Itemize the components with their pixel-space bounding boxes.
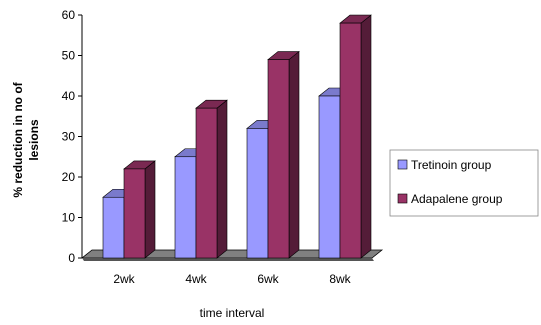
bar-adapalene-2wk (123, 160, 156, 259)
y-tick-labels: 0 10 20 30 40 50 60 (62, 8, 76, 265)
bar-side (144, 160, 156, 259)
y-tick-label: 50 (62, 49, 76, 63)
bar-side (360, 14, 372, 259)
bar-front (123, 168, 146, 259)
bar-side (288, 50, 300, 259)
bar-front (195, 107, 218, 259)
legend-box (389, 149, 539, 217)
y-tick-label: 10 (62, 211, 76, 225)
y-axis-title-line-1: % reduction in no of (11, 81, 25, 197)
bar-side (216, 99, 228, 259)
x-tick-label: 8wk (329, 272, 351, 286)
y-tick-label: 60 (62, 8, 76, 22)
x-tick-labels: 2wk 4wk 6wk 8wk (113, 272, 351, 286)
x-axis-title: time interval (200, 306, 265, 320)
legend-label-tretinoin: Tretinoin group (411, 158, 492, 172)
bars (102, 14, 372, 259)
bar-front (102, 196, 125, 259)
legend-swatch-adapalene (397, 193, 408, 204)
chart-floor (80, 249, 384, 261)
bar-adapalene-6wk (267, 50, 300, 259)
bar-front (246, 128, 269, 259)
legend-swatch-tretinoin (397, 159, 408, 170)
legend-label-adapalene: Adapalene group (411, 192, 503, 206)
bar-front (339, 22, 362, 259)
bar-front (318, 95, 341, 259)
bar-adapalene-4wk (195, 99, 228, 259)
y-tick-label: 20 (62, 170, 76, 184)
x-tick-label: 6wk (257, 272, 279, 286)
y-tick-label: 40 (62, 89, 76, 103)
y-tick-label: 30 (62, 130, 76, 144)
bar-front (267, 59, 290, 259)
bar-front (174, 156, 197, 259)
legend: Tretinoin group Adapalene group (389, 149, 539, 217)
x-tick-label: 2wk (113, 272, 135, 286)
bar-adapalene-8wk (339, 14, 372, 259)
y-tick-label: 0 (68, 251, 75, 265)
axes (78, 14, 83, 259)
y-axis-title-line-2: lesions (27, 119, 41, 161)
floor-edge (82, 258, 374, 261)
x-tick-label: 4wk (185, 272, 207, 286)
